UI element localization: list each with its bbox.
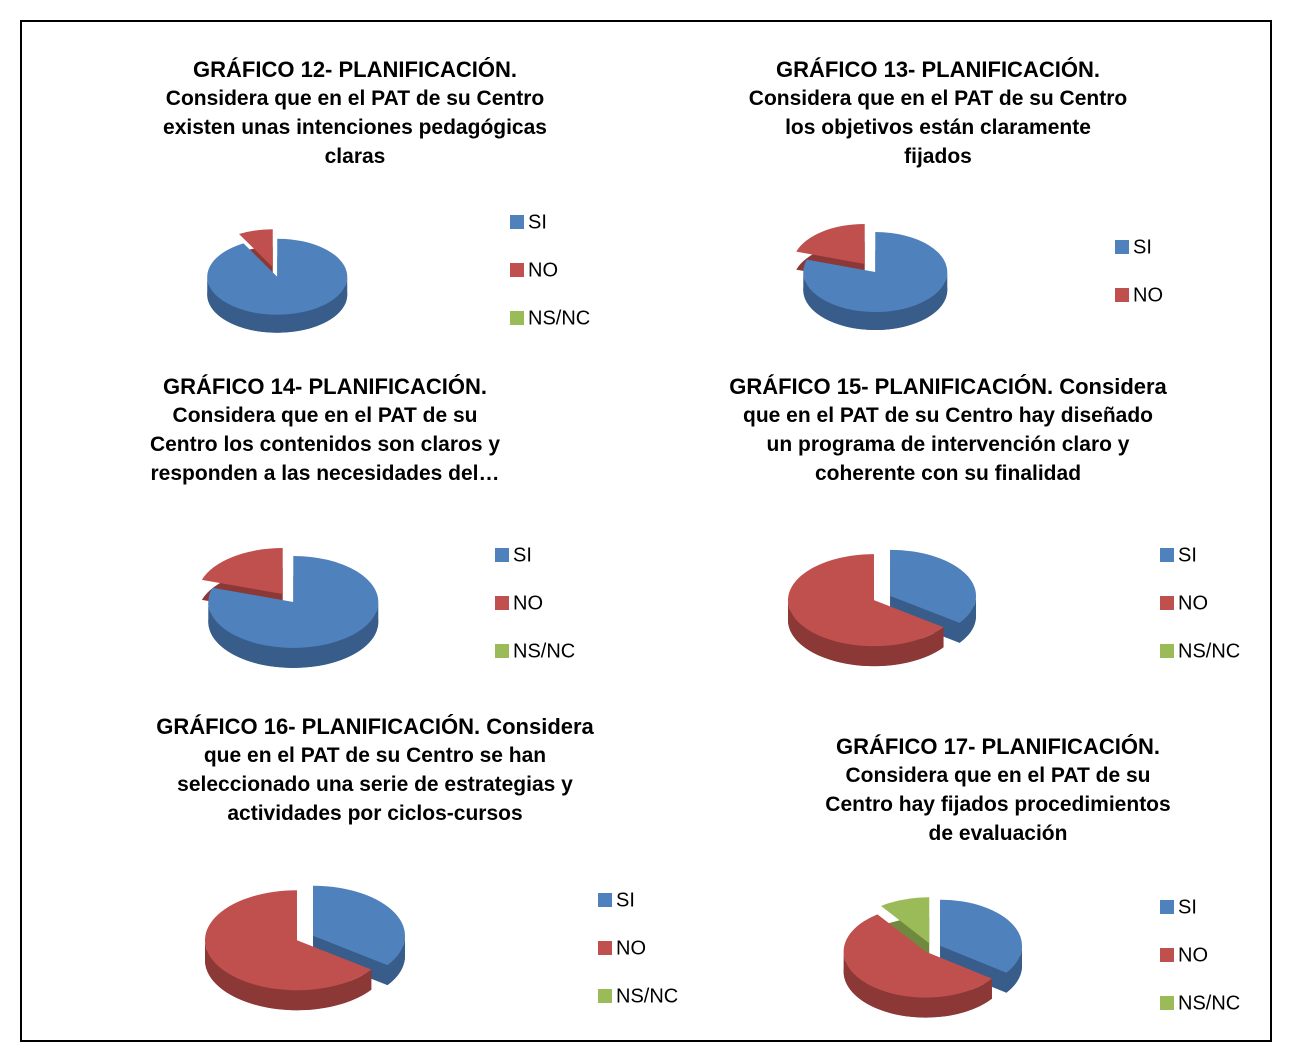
- legend-label: NO: [1133, 284, 1163, 306]
- legend-label: SI: [1178, 896, 1197, 918]
- title-line: Centro hay fijados procedimientos: [825, 793, 1171, 816]
- title-line: GRÁFICO 13- PLANIFICACIÓN.: [776, 57, 1100, 82]
- legend-label: NS/NC: [528, 307, 590, 329]
- title-line: GRÁFICO 14- PLANIFICACIÓN.: [163, 374, 487, 399]
- legend-swatch: [495, 644, 509, 658]
- pie-tops: [787, 549, 977, 647]
- legend-swatch: [598, 893, 612, 907]
- legend-label: SI: [1178, 544, 1197, 566]
- pie-tops: [796, 223, 948, 313]
- chart-title: GRÁFICO 13- PLANIFICACIÓN. Considera que …: [749, 55, 1127, 171]
- legend-swatch: [1115, 288, 1129, 302]
- title-line: coherente con su finalidad: [814, 462, 1082, 485]
- legend-swatch: [598, 941, 612, 955]
- chart-title: GRÁFICO 15- PLANIFICACIÓN. Considera que …: [729, 372, 1167, 488]
- legend-label: NS/NC: [1178, 640, 1240, 662]
- pie-tops: [204, 885, 406, 991]
- slice-side: [1006, 945, 1023, 993]
- slice: [208, 555, 379, 648]
- title-line: GRÁFICO 17- PLANIFICACIÓN.: [836, 734, 1160, 759]
- legend-swatch: [1115, 240, 1129, 254]
- chart-title: GRÁFICO 14- PLANIFICACIÓN. Considera que …: [150, 372, 500, 488]
- title-line: los objetivos están claramente: [785, 116, 1091, 139]
- title-line: claras: [324, 145, 386, 168]
- legend-swatch: [495, 548, 509, 562]
- legend-label: NS/NC: [513, 640, 575, 662]
- legend-label: NO: [1178, 944, 1208, 966]
- slice: [796, 223, 865, 264]
- pie-tops: [207, 229, 348, 315]
- slice: [940, 899, 1023, 973]
- slice: [204, 890, 372, 991]
- legend-label: NS/NC: [1178, 992, 1240, 1014]
- legend-label: NS/NC: [616, 985, 678, 1007]
- title-line: de evaluación: [928, 822, 1068, 845]
- chart-title: GRÁFICO 16- PLANIFICACIÓN. Considera que …: [156, 712, 594, 828]
- title-line: responden a las necesidades del…: [150, 462, 500, 485]
- pie-tops: [201, 548, 379, 648]
- title-line: Considera que en el PAT de su Centro: [748, 87, 1128, 110]
- legend-swatch: [598, 989, 612, 1003]
- slice: [787, 554, 944, 647]
- pie-tops: [843, 897, 1023, 998]
- title-line: GRÁFICO 12- PLANIFICACIÓN.: [193, 57, 517, 82]
- legend-swatch: [1160, 548, 1174, 562]
- slice: [207, 238, 348, 315]
- slice-side: [208, 601, 379, 668]
- slice-side: [803, 272, 948, 331]
- legend-swatch: [510, 311, 524, 325]
- slice-side: [204, 940, 372, 1011]
- legend-label: NO: [616, 937, 646, 959]
- slice-side: [207, 276, 348, 333]
- legend-label: SI: [513, 544, 532, 566]
- title-line: Considera que en el PAT de su Centro: [165, 87, 545, 110]
- frame: [20, 20, 1272, 1042]
- chart-title: GRÁFICO 17- PLANIFICACIÓN. Considera que …: [825, 732, 1170, 848]
- title-line: GRÁFICO 16- PLANIFICACIÓN. Considera: [156, 714, 594, 739]
- slice: [201, 548, 283, 595]
- title-line: fijados: [904, 145, 972, 168]
- legend-swatch: [1160, 596, 1174, 610]
- title-line: que en el PAT de su Centro se han: [203, 744, 547, 767]
- title-line: Considera que en el PAT de su: [172, 404, 478, 427]
- legend-swatch: [510, 263, 524, 277]
- title-line: seleccionado una serie de estrategias y: [177, 773, 573, 796]
- title-line: existen unas intenciones pedagógicas: [163, 116, 547, 139]
- legend-swatch: [1160, 644, 1174, 658]
- slice: [803, 232, 948, 313]
- title-line: Considera que en el PAT de su: [845, 764, 1151, 787]
- legend-label: SI: [528, 211, 547, 233]
- legend-label: NO: [528, 259, 558, 281]
- legend-swatch: [1160, 996, 1174, 1010]
- title-line: actividades por ciclos-cursos: [227, 802, 523, 825]
- slice: [843, 914, 992, 998]
- slice-side: [387, 935, 406, 986]
- slice-side: [959, 595, 977, 643]
- legend-swatch: [1160, 948, 1174, 962]
- title-line: Centro los contenidos son claros y: [149, 433, 501, 456]
- chart-title: GRÁFICO 12- PLANIFICACIÓN. Considera que …: [163, 55, 547, 171]
- legend-swatch: [510, 215, 524, 229]
- legend-swatch: [1160, 900, 1174, 914]
- title-line: GRÁFICO 15- PLANIFICACIÓN. Considera: [729, 374, 1167, 399]
- legend-label: NO: [1178, 592, 1208, 614]
- legend-swatch: [495, 596, 509, 610]
- slice: [239, 229, 273, 268]
- slice: [890, 549, 977, 623]
- slice: [313, 885, 406, 966]
- legend-label: SI: [1133, 236, 1152, 258]
- slice-side: [843, 951, 992, 1018]
- title-line: un programa de intervención claro y: [766, 433, 1130, 456]
- legend-label: SI: [616, 889, 635, 911]
- slice-side: [787, 600, 944, 667]
- legend-label: NO: [513, 592, 543, 614]
- slice: [881, 897, 930, 944]
- title-line: que en el PAT de su Centro hay diseñado: [743, 404, 1153, 427]
